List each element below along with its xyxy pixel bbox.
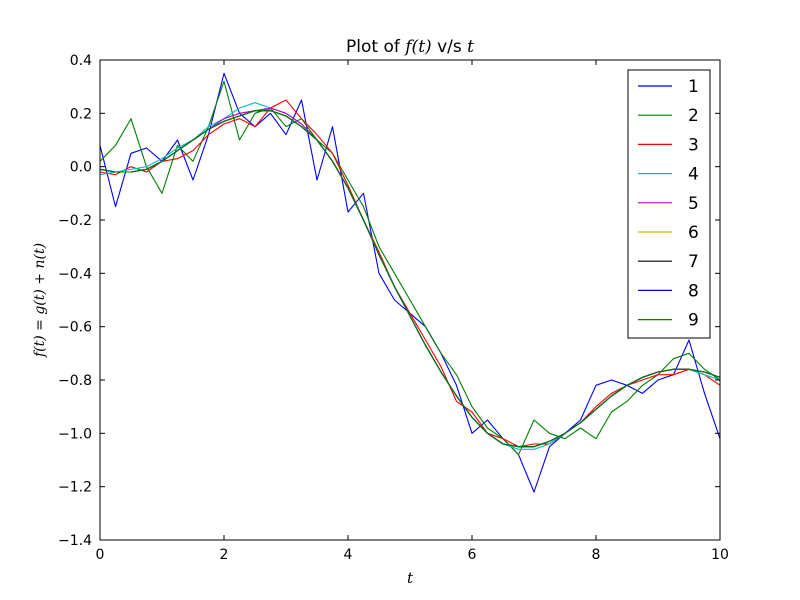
- y-tick-label: −1.0: [58, 426, 92, 442]
- legend-entry-3: 3: [638, 135, 699, 155]
- y-tick-label: −0.2: [58, 213, 92, 229]
- legend-label: 7: [688, 252, 699, 272]
- x-tick-label: 6: [468, 547, 477, 563]
- title-prefix: Plot of: [346, 37, 401, 57]
- legend-entry-9: 9: [638, 311, 699, 331]
- legend: 1 2 3 4 5 6 7 8 9: [627, 69, 711, 339]
- legend-entry-5: 5: [638, 194, 699, 214]
- y-tick-label: −0.4: [58, 266, 92, 282]
- x-axis-ticks: 0 2 4 6 8 10: [96, 60, 729, 563]
- legend-label: 6: [688, 223, 699, 243]
- legend-entry-4: 4: [638, 165, 699, 185]
- plot-area: [100, 72, 720, 493]
- x-axis-label: t: [407, 569, 414, 587]
- x-tick-label: 2: [220, 547, 229, 563]
- y-tick-label: 0.4: [70, 53, 92, 69]
- y-tick-label: 0.2: [70, 106, 92, 122]
- x-tick-label: 10: [711, 547, 729, 563]
- legend-entry-1: 1: [638, 77, 699, 97]
- legend-items: 1 2 3 4 5 6 7 8 9: [638, 77, 699, 331]
- series-line-2: [100, 80, 720, 456]
- y-tick-label: −1.2: [58, 480, 92, 496]
- title-math: f(t): [403, 37, 431, 57]
- x-tick-label: 4: [344, 547, 353, 563]
- legend-entry-7: 7: [638, 252, 699, 272]
- legend-entry-6: 6: [638, 223, 699, 243]
- y-tick-label: 0.0: [70, 160, 92, 176]
- plot-frame: [99, 59, 721, 541]
- y-tick-label: −1.4: [58, 533, 92, 549]
- legend-label: 4: [688, 165, 699, 185]
- legend-label: 9: [688, 311, 699, 331]
- legend-label: 2: [688, 106, 699, 126]
- legend-label: 8: [688, 281, 699, 301]
- legend-entry-2: 2: [638, 106, 699, 126]
- legend-label: 5: [688, 194, 699, 214]
- y-tick-label: −0.6: [58, 320, 92, 336]
- legend-label: 3: [688, 135, 699, 155]
- chart-title: Plot of f(t) v/s t: [346, 37, 474, 57]
- title-mid: v/s: [437, 37, 462, 57]
- y-tick-label: −0.8: [58, 373, 92, 389]
- series-line-9: [100, 110, 720, 448]
- x-tick-label: 0: [96, 547, 105, 563]
- series-layer: [100, 72, 720, 493]
- legend-label: 1: [688, 77, 699, 97]
- title-var: t: [467, 37, 474, 57]
- legend-entry-8: 8: [638, 281, 699, 301]
- y-axis-label: f(t) = g(t) + n(t): [32, 243, 48, 358]
- series-line-3: [100, 99, 720, 448]
- y-axis-ticks: 0.4 0.2 0.0 −0.2 −0.4 −0.6 −0.8 −1.0 −1.2 −1.4: [58, 53, 720, 549]
- x-tick-label: 8: [592, 547, 601, 563]
